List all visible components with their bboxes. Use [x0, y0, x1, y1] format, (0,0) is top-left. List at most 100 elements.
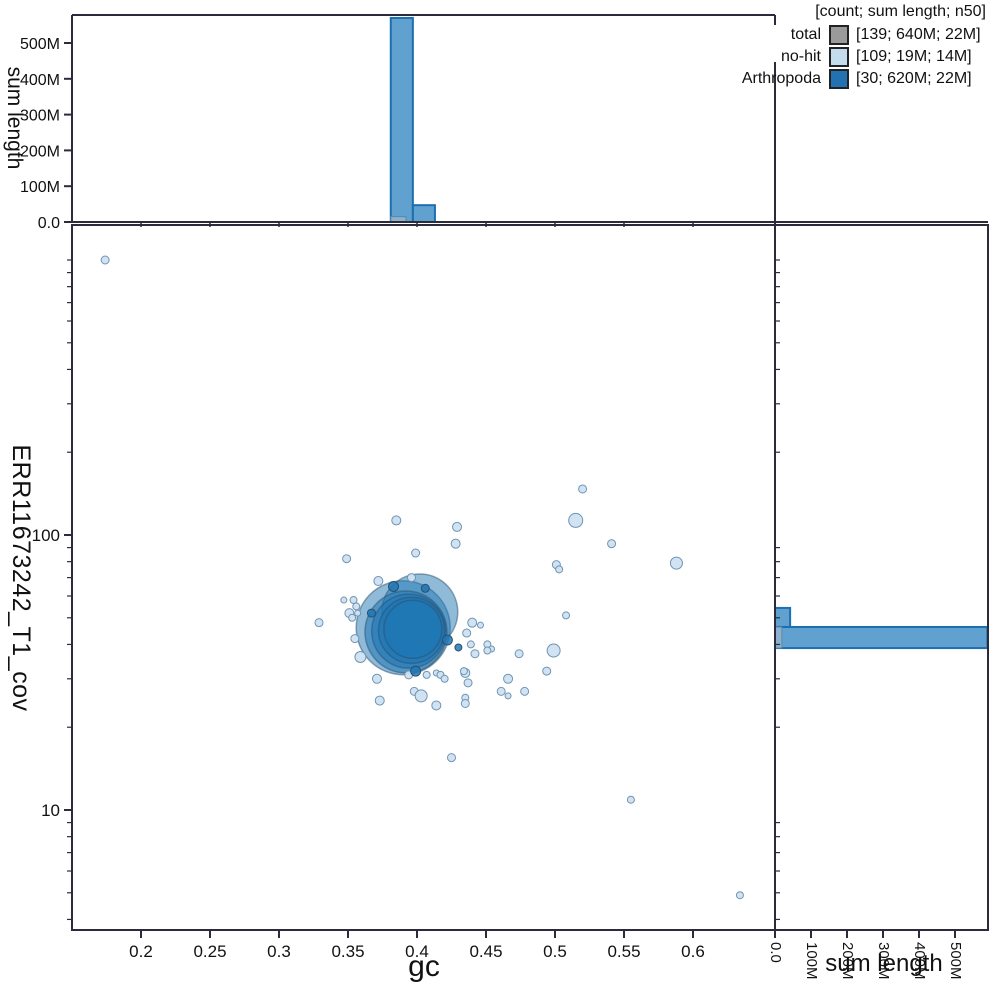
nohit-point	[450, 538, 461, 549]
nohit-point	[411, 548, 421, 558]
tick-label: 300M	[875, 942, 892, 980]
nohit-point	[371, 673, 382, 684]
tick-label: 500M	[947, 942, 964, 980]
right-histogram-axis-label: sum length	[825, 950, 943, 977]
tick-label: 0.35	[331, 942, 364, 961]
nohit-point	[342, 554, 352, 564]
nohit-point	[459, 667, 468, 676]
top-histogram-bar-arthropoda	[389, 16, 414, 223]
tick-label: 0.4	[405, 942, 429, 961]
nohit-point	[350, 634, 360, 644]
nohit-point	[735, 891, 744, 900]
nohit-point	[348, 613, 357, 622]
tick-label: 0.0	[767, 942, 784, 963]
nohit-point	[406, 573, 416, 583]
arthropoda-point	[420, 583, 430, 593]
right-histogram-frame	[774, 224, 989, 931]
legend-row-total: total [139; 640M; 22M]	[742, 25, 986, 45]
nohit-point	[440, 674, 449, 683]
arthropoda-blob	[383, 599, 443, 660]
tick-label: 0.5	[543, 942, 567, 961]
nohit-point	[373, 576, 384, 587]
nohit-point	[340, 596, 348, 604]
tick-label: 100M	[803, 942, 820, 980]
main-scatter-nohit	[100, 255, 744, 900]
tick-label: 400M	[911, 942, 928, 980]
nohit-point	[496, 686, 506, 696]
legend-swatch-arthropoda-icon	[829, 69, 849, 89]
legend-label-nohit: no-hit	[780, 48, 821, 65]
top-histogram-frame	[71, 14, 988, 225]
nohit-point	[352, 602, 361, 611]
nohit-point	[314, 618, 324, 628]
legend-swatch-total-icon	[829, 25, 849, 45]
legend-value-arthropoda: [30; 620M; 22M]	[856, 70, 972, 87]
arthropoda-point	[366, 608, 376, 618]
tick-label: 0.2	[129, 942, 153, 961]
tick-label: 0.25	[193, 942, 226, 961]
nohit-point	[374, 695, 385, 706]
nohit-point	[462, 628, 472, 638]
arthropoda-point	[454, 643, 463, 652]
nohit-point	[470, 649, 480, 659]
nohit-point	[447, 753, 456, 763]
nohit-point	[414, 689, 428, 703]
nohit-point	[568, 512, 584, 528]
nohit-point	[562, 611, 571, 620]
nohit-point	[466, 640, 475, 649]
right-histogram	[774, 606, 989, 650]
legend-label-arthropoda: Arthropoda	[741, 70, 821, 87]
legend: [count; sum length; n50] total [139; 640…	[742, 2, 986, 91]
nohit-point	[463, 678, 473, 688]
nohit-point	[542, 666, 552, 676]
nohit-point	[100, 255, 110, 265]
legend-value-nohit: [109; 19M; 14M]	[856, 48, 972, 65]
tick-label: 0.3	[267, 942, 291, 961]
main-scatter-arthropoda-points	[366, 580, 463, 677]
right-histogram-bar-arthropoda	[774, 625, 989, 650]
nohit-point	[476, 621, 484, 629]
nohit-point	[354, 651, 367, 664]
arthropoda-point	[410, 665, 422, 677]
y-axis-label-coverage: ERR11673242_T1_cov	[7, 444, 35, 712]
legend-row-nohit: no-hit [109; 19M; 14M]	[742, 47, 986, 67]
nohit-point	[626, 795, 635, 804]
axis-ticks: 0.2 0.25 0.3 0.35 0.4 0.45 0.5 0.55 0.6 10 100 0.0 1…	[20, 36, 964, 980]
top-histogram	[389, 16, 436, 223]
tick-label: 300M	[20, 108, 60, 125]
nohit-point	[431, 700, 442, 711]
tick-label: 10	[41, 801, 60, 820]
nohit-point	[669, 556, 683, 570]
nohit-point	[391, 515, 402, 526]
nohit-point	[520, 686, 530, 696]
nohit-point	[422, 670, 431, 679]
tick-label: 0.0	[38, 215, 60, 232]
nohit-point	[460, 698, 470, 708]
top-histogram-bar-arthropoda	[411, 204, 436, 223]
tick-label: 500M	[20, 36, 60, 53]
legend-title: [count; sum length; n50]	[815, 3, 986, 20]
tick-label: 0.55	[607, 942, 640, 961]
tick-label: 0.6	[681, 942, 705, 961]
nohit-point	[504, 692, 512, 700]
tick-label: 100	[32, 526, 60, 545]
nohit-point	[514, 649, 524, 659]
legend-value-total: [139; 640M; 22M]	[856, 26, 981, 43]
nohit-point	[483, 646, 492, 655]
x-axis-label-gc: gc	[408, 950, 440, 983]
tick-label: 100M	[20, 179, 60, 196]
tick-label: 200M	[20, 143, 60, 160]
nohit-point	[467, 617, 478, 628]
axes-frame	[71, 14, 989, 931]
legend-row-arthropoda: Arthropoda [30; 620M; 22M]	[742, 69, 986, 89]
nohit-point	[354, 609, 362, 617]
nohit-point	[452, 521, 463, 532]
tick-label: 400M	[20, 72, 60, 89]
nohit-point	[546, 643, 561, 658]
nohit-point	[555, 565, 564, 574]
nohit-point	[607, 539, 617, 549]
legend-swatch-nohit-icon	[829, 47, 849, 67]
tick-label: 0.45	[469, 942, 502, 961]
